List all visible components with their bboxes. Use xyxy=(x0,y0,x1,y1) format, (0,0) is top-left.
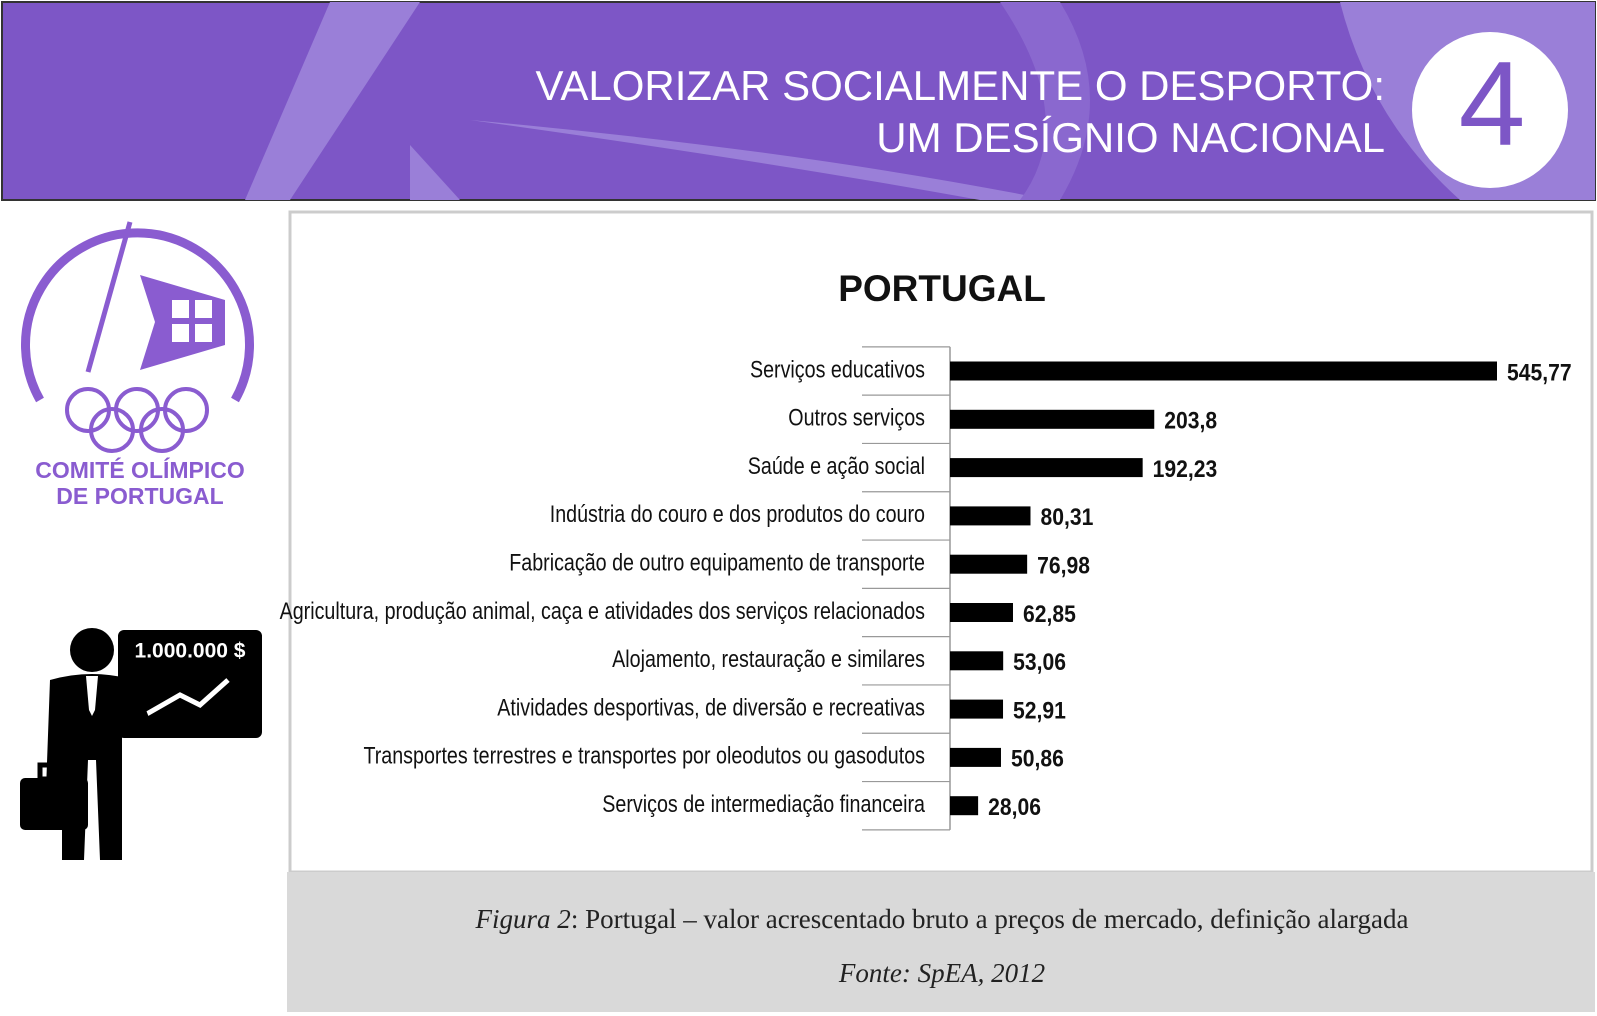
ring xyxy=(89,407,135,453)
bar xyxy=(950,699,1004,719)
plot: Serviços educativos 545,77 Outros serviços… xyxy=(280,346,1572,831)
logo: COMITÉ OLÍMPICO DE PORTUGAL xyxy=(21,221,254,509)
figure-label: Figura 2 xyxy=(475,904,571,934)
value-label: 53,06 xyxy=(1013,649,1066,676)
value-label: 28,06 xyxy=(988,794,1041,821)
bar xyxy=(950,458,1143,478)
value-label: 203,8 xyxy=(1164,408,1217,435)
logo-cross xyxy=(172,300,212,342)
value-label: 50,86 xyxy=(1011,746,1064,773)
business-icon: 1.000.000 $ xyxy=(20,628,262,860)
caption-text: : Portugal – valor acrescentado bruto a … xyxy=(571,904,1409,934)
caption: Figura 2: Portugal – valor acrescentado … xyxy=(475,904,1409,934)
value-label: 62,85 xyxy=(1023,601,1076,628)
bar xyxy=(950,747,1001,767)
value-label: 192,23 xyxy=(1153,456,1218,483)
value-label: 545,77 xyxy=(1507,359,1572,386)
logo-arc xyxy=(21,228,254,403)
logo-text: DE PORTUGAL xyxy=(56,483,223,509)
category-label: Saúde e ação social xyxy=(748,453,925,480)
category-label: Agricultura, produção animal, caça e ati… xyxy=(280,598,925,625)
category-label: Transportes terrestres e transportes por… xyxy=(363,743,925,770)
decor xyxy=(1000,2,1090,200)
bar xyxy=(950,361,1497,381)
bar xyxy=(950,603,1013,622)
bar xyxy=(950,409,1155,429)
number-circle xyxy=(1412,32,1568,188)
chart-title: PORTUGAL xyxy=(838,268,1046,309)
board-text: 1.000.000 $ xyxy=(135,640,246,663)
briefcase xyxy=(20,778,88,830)
decor xyxy=(470,120,1050,200)
logo-mast xyxy=(85,221,133,373)
value-label: 76,98 xyxy=(1037,553,1090,580)
decor xyxy=(245,2,420,200)
tie-bg xyxy=(86,676,98,716)
chart-panel xyxy=(288,210,1594,874)
board-line xyxy=(143,678,230,718)
caption-panel xyxy=(287,872,1595,1012)
bar xyxy=(950,554,1028,574)
category-label: Outros serviços xyxy=(788,405,925,432)
decor xyxy=(410,145,460,200)
section-number: 4 xyxy=(1459,37,1526,171)
logo-text: COMITÉ OLÍMPICO xyxy=(35,456,245,483)
category-label: Alojamento, restauração e similares xyxy=(612,646,925,673)
category-label: Atividades desportivas, de diversão e re… xyxy=(497,694,925,721)
value-label: 80,31 xyxy=(1040,504,1093,531)
source: Fonte: SpEA, 2012 xyxy=(838,958,1045,988)
head xyxy=(70,628,114,672)
briefcase-handle xyxy=(37,762,71,782)
ring xyxy=(139,407,185,453)
category-label: Fabricação de outro equipamento de trans… xyxy=(509,550,925,577)
header-title: UM DESÍGNIO NACIONAL xyxy=(876,114,1385,161)
value-label: 52,91 xyxy=(1013,697,1066,724)
bar xyxy=(950,796,979,816)
bar xyxy=(950,506,1031,526)
header-title: VALORIZAR SOCIALMENTE O DESPORTO: xyxy=(535,62,1385,109)
header: VALORIZAR SOCIALMENTE O DESPORTO: UM DES… xyxy=(1,1,1596,201)
category-label: Serviços educativos xyxy=(750,356,925,383)
bar xyxy=(950,651,1004,671)
category-label: Indústria do couro e dos produtos do cou… xyxy=(550,501,925,528)
category-label: Serviços de intermediação financeira xyxy=(602,791,925,818)
